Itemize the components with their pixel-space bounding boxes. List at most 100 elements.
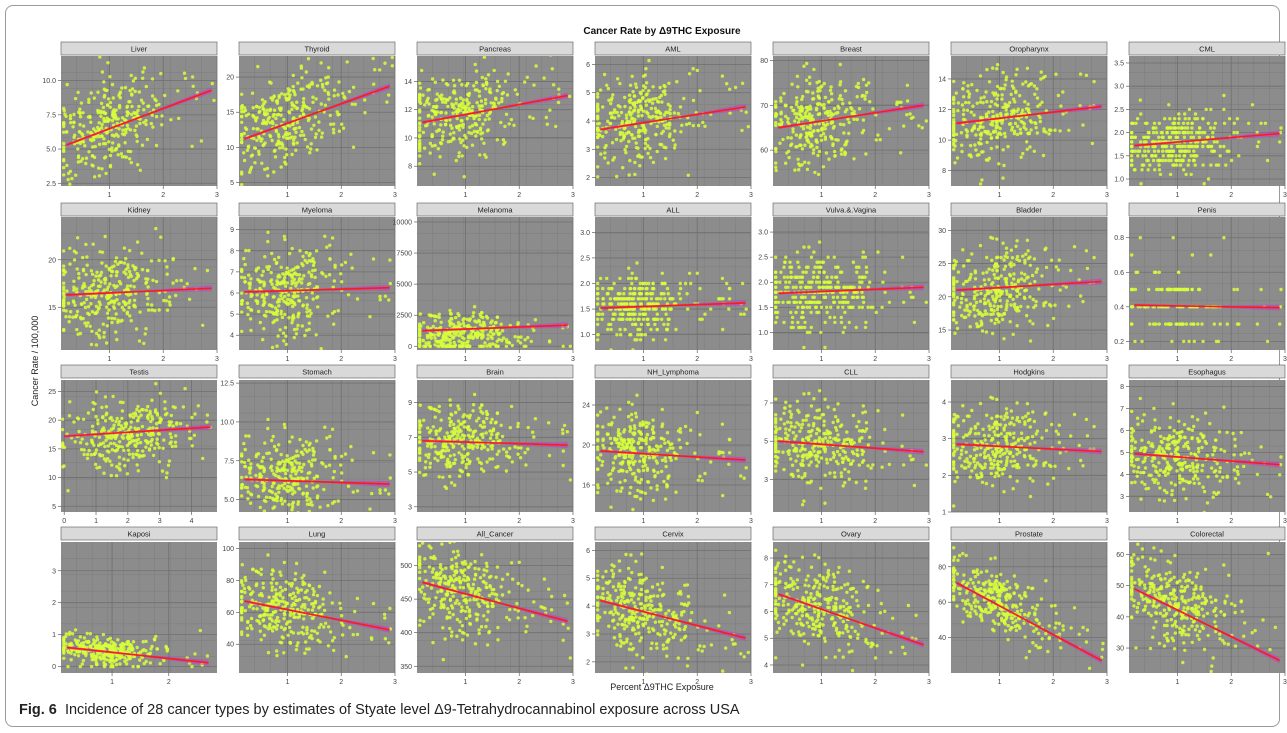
data-point (963, 118, 967, 122)
data-point (993, 300, 997, 304)
data-point (265, 291, 269, 296)
data-point (309, 311, 313, 316)
data-point (129, 319, 133, 323)
data-point (975, 308, 980, 313)
data-point (304, 250, 309, 255)
data-point (803, 320, 807, 325)
data-point (478, 128, 483, 132)
data-point (528, 115, 532, 119)
data-point (151, 278, 155, 282)
data-point (826, 285, 830, 289)
data-point (265, 166, 270, 171)
data-point (596, 302, 600, 306)
data-point (788, 260, 792, 264)
data-point (104, 264, 108, 268)
data-point (456, 320, 461, 325)
data-point (119, 152, 124, 156)
data-point (120, 305, 125, 310)
data-point (390, 56, 394, 60)
data-point (1158, 172, 1163, 177)
data-point (418, 86, 423, 90)
data-point (123, 85, 128, 90)
data-point (62, 166, 66, 170)
data-point (1184, 172, 1188, 177)
data-point (1030, 273, 1035, 278)
data-point (685, 292, 689, 296)
data-point (827, 100, 831, 104)
data-point (667, 134, 672, 139)
data-point (798, 109, 802, 113)
data-point (794, 310, 798, 315)
data-point (795, 250, 800, 254)
data-point (1265, 339, 1270, 344)
data-point (971, 104, 975, 108)
data-point (1000, 291, 1004, 295)
data-point (839, 148, 843, 152)
data-point (437, 315, 441, 320)
regression-line (778, 104, 924, 129)
data-point (969, 155, 973, 159)
data-point (311, 263, 316, 268)
data-point (272, 108, 277, 112)
data-point (113, 259, 118, 264)
data-point (93, 311, 97, 315)
data-point (332, 88, 337, 92)
data-point (272, 312, 277, 316)
data-point (252, 136, 256, 141)
data-point (857, 107, 862, 111)
data-point (121, 300, 126, 304)
data-point (836, 280, 840, 284)
data-point (484, 314, 489, 319)
data-point (457, 344, 462, 348)
data-point (313, 115, 318, 119)
data-point (140, 143, 145, 147)
data-point (454, 158, 458, 163)
data-point (845, 139, 849, 143)
data-point (328, 113, 332, 118)
data-point (297, 273, 302, 277)
data-point (465, 324, 469, 329)
data-point (418, 330, 422, 335)
data-point (486, 73, 491, 77)
data-point (62, 295, 66, 299)
data-point (874, 138, 878, 142)
data-point (388, 258, 392, 262)
data-point (786, 116, 790, 121)
data-point (863, 255, 868, 259)
data-point (462, 104, 467, 108)
data-point (786, 136, 790, 140)
data-point (110, 269, 115, 274)
data-point (114, 330, 118, 334)
data-point (648, 302, 652, 306)
data-point (1028, 145, 1032, 149)
data-point (426, 88, 430, 92)
data-point (1169, 144, 1174, 149)
data-point (1038, 103, 1042, 107)
x-tick-label: 2 (161, 192, 165, 199)
data-point (978, 125, 983, 129)
data-point (986, 289, 990, 293)
data-point (721, 327, 725, 332)
data-point (66, 359, 69, 362)
data-point (100, 294, 104, 298)
data-point (636, 114, 641, 118)
data-point (308, 308, 312, 313)
data-point (191, 84, 195, 89)
data-point (1211, 130, 1215, 135)
data-point (1212, 149, 1217, 153)
y-tick-label: 2.0 (758, 280, 768, 287)
data-point (799, 143, 803, 147)
data-point (959, 296, 964, 301)
y-tick-label: 2 (586, 175, 590, 182)
data-point (841, 102, 845, 106)
data-point (623, 95, 627, 100)
data-point (290, 152, 294, 157)
data-point (983, 282, 987, 287)
regression-line (244, 85, 390, 140)
data-point (130, 92, 134, 96)
data-point (297, 277, 302, 281)
data-point (1278, 130, 1283, 135)
data-point (452, 84, 457, 88)
data-point (1025, 238, 1030, 242)
